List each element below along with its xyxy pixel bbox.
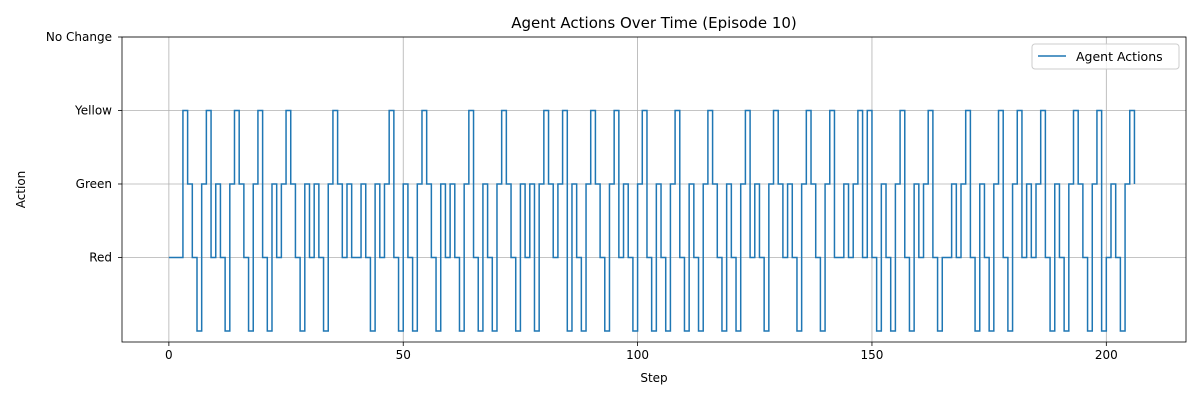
plot-frame [121, 36, 1187, 343]
series-line-agent-actions [168, 109, 1136, 332]
legend-label-agent-actions: Agent Actions [1076, 49, 1163, 64]
x-tick-label: 0 [165, 348, 173, 362]
x-tick-label: 200 [1095, 348, 1118, 362]
legend: Agent Actions [1031, 43, 1180, 70]
x-tick-label: 100 [626, 348, 649, 362]
y-axis-label: Action [14, 171, 28, 209]
y-tick-label: Yellow [74, 103, 112, 117]
x-axis-label: Step [640, 371, 667, 385]
legend-box [1031, 43, 1180, 70]
y-tick-label: Red [89, 250, 112, 264]
chart-title: Agent Actions Over Time (Episode 10) [511, 14, 797, 32]
x-tick-label: 150 [861, 348, 884, 362]
x-tick-label: 50 [396, 348, 411, 362]
y-tick-label: Green [76, 177, 112, 191]
y-tick-label: No Change [46, 30, 112, 44]
axis-ticks: 0 50 100 150 200 Red Green Yellow No Change [46, 30, 1118, 362]
